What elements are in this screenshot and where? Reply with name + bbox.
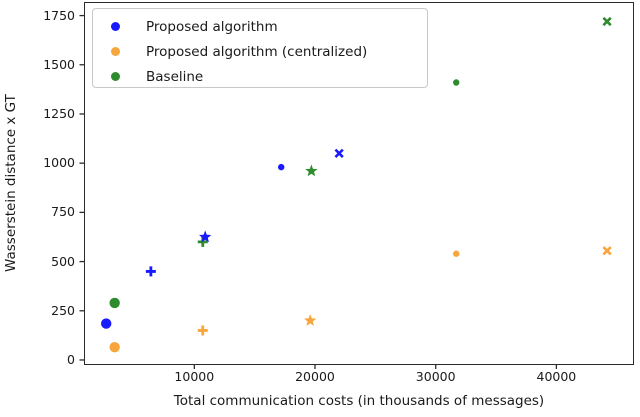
legend-item: Proposed algorithm bbox=[93, 14, 427, 39]
y-tick-label: 1000 bbox=[43, 155, 75, 171]
y-axis-title: Wasserstein distance x GT bbox=[3, 94, 19, 273]
x-tick-label: 10000 bbox=[174, 369, 215, 384]
legend-item-label: Baseline bbox=[146, 68, 204, 85]
y-tick-label: 1750 bbox=[43, 7, 75, 23]
x-axis-title: Total communication costs (in thousands … bbox=[173, 393, 545, 409]
y-tick-label: 500 bbox=[51, 253, 75, 269]
legend-marker-circle-icon bbox=[111, 22, 120, 31]
legend-item-label: Proposed algorithm (centralized) bbox=[146, 43, 368, 60]
y-tick-label: 750 bbox=[51, 204, 75, 220]
legend-item: Baseline bbox=[93, 64, 427, 89]
y-tick-label: 250 bbox=[51, 302, 75, 318]
y-tick-label: 1250 bbox=[43, 105, 75, 121]
legend-item-label: Proposed algorithm bbox=[146, 18, 278, 35]
y-tick-label: 0 bbox=[67, 351, 75, 367]
legend-marker-circle-icon bbox=[111, 47, 120, 56]
x-tick-label: 20000 bbox=[295, 369, 335, 384]
legend: Proposed algorithm Proposed algorithm (c… bbox=[92, 8, 428, 88]
x-tick-label: 30000 bbox=[415, 369, 456, 384]
legend-marker-circle-icon bbox=[111, 72, 120, 81]
legend-item: Proposed algorithm (centralized) bbox=[93, 39, 427, 64]
x-tick-label: 40000 bbox=[536, 369, 577, 384]
y-tick-label: 1500 bbox=[43, 56, 75, 72]
